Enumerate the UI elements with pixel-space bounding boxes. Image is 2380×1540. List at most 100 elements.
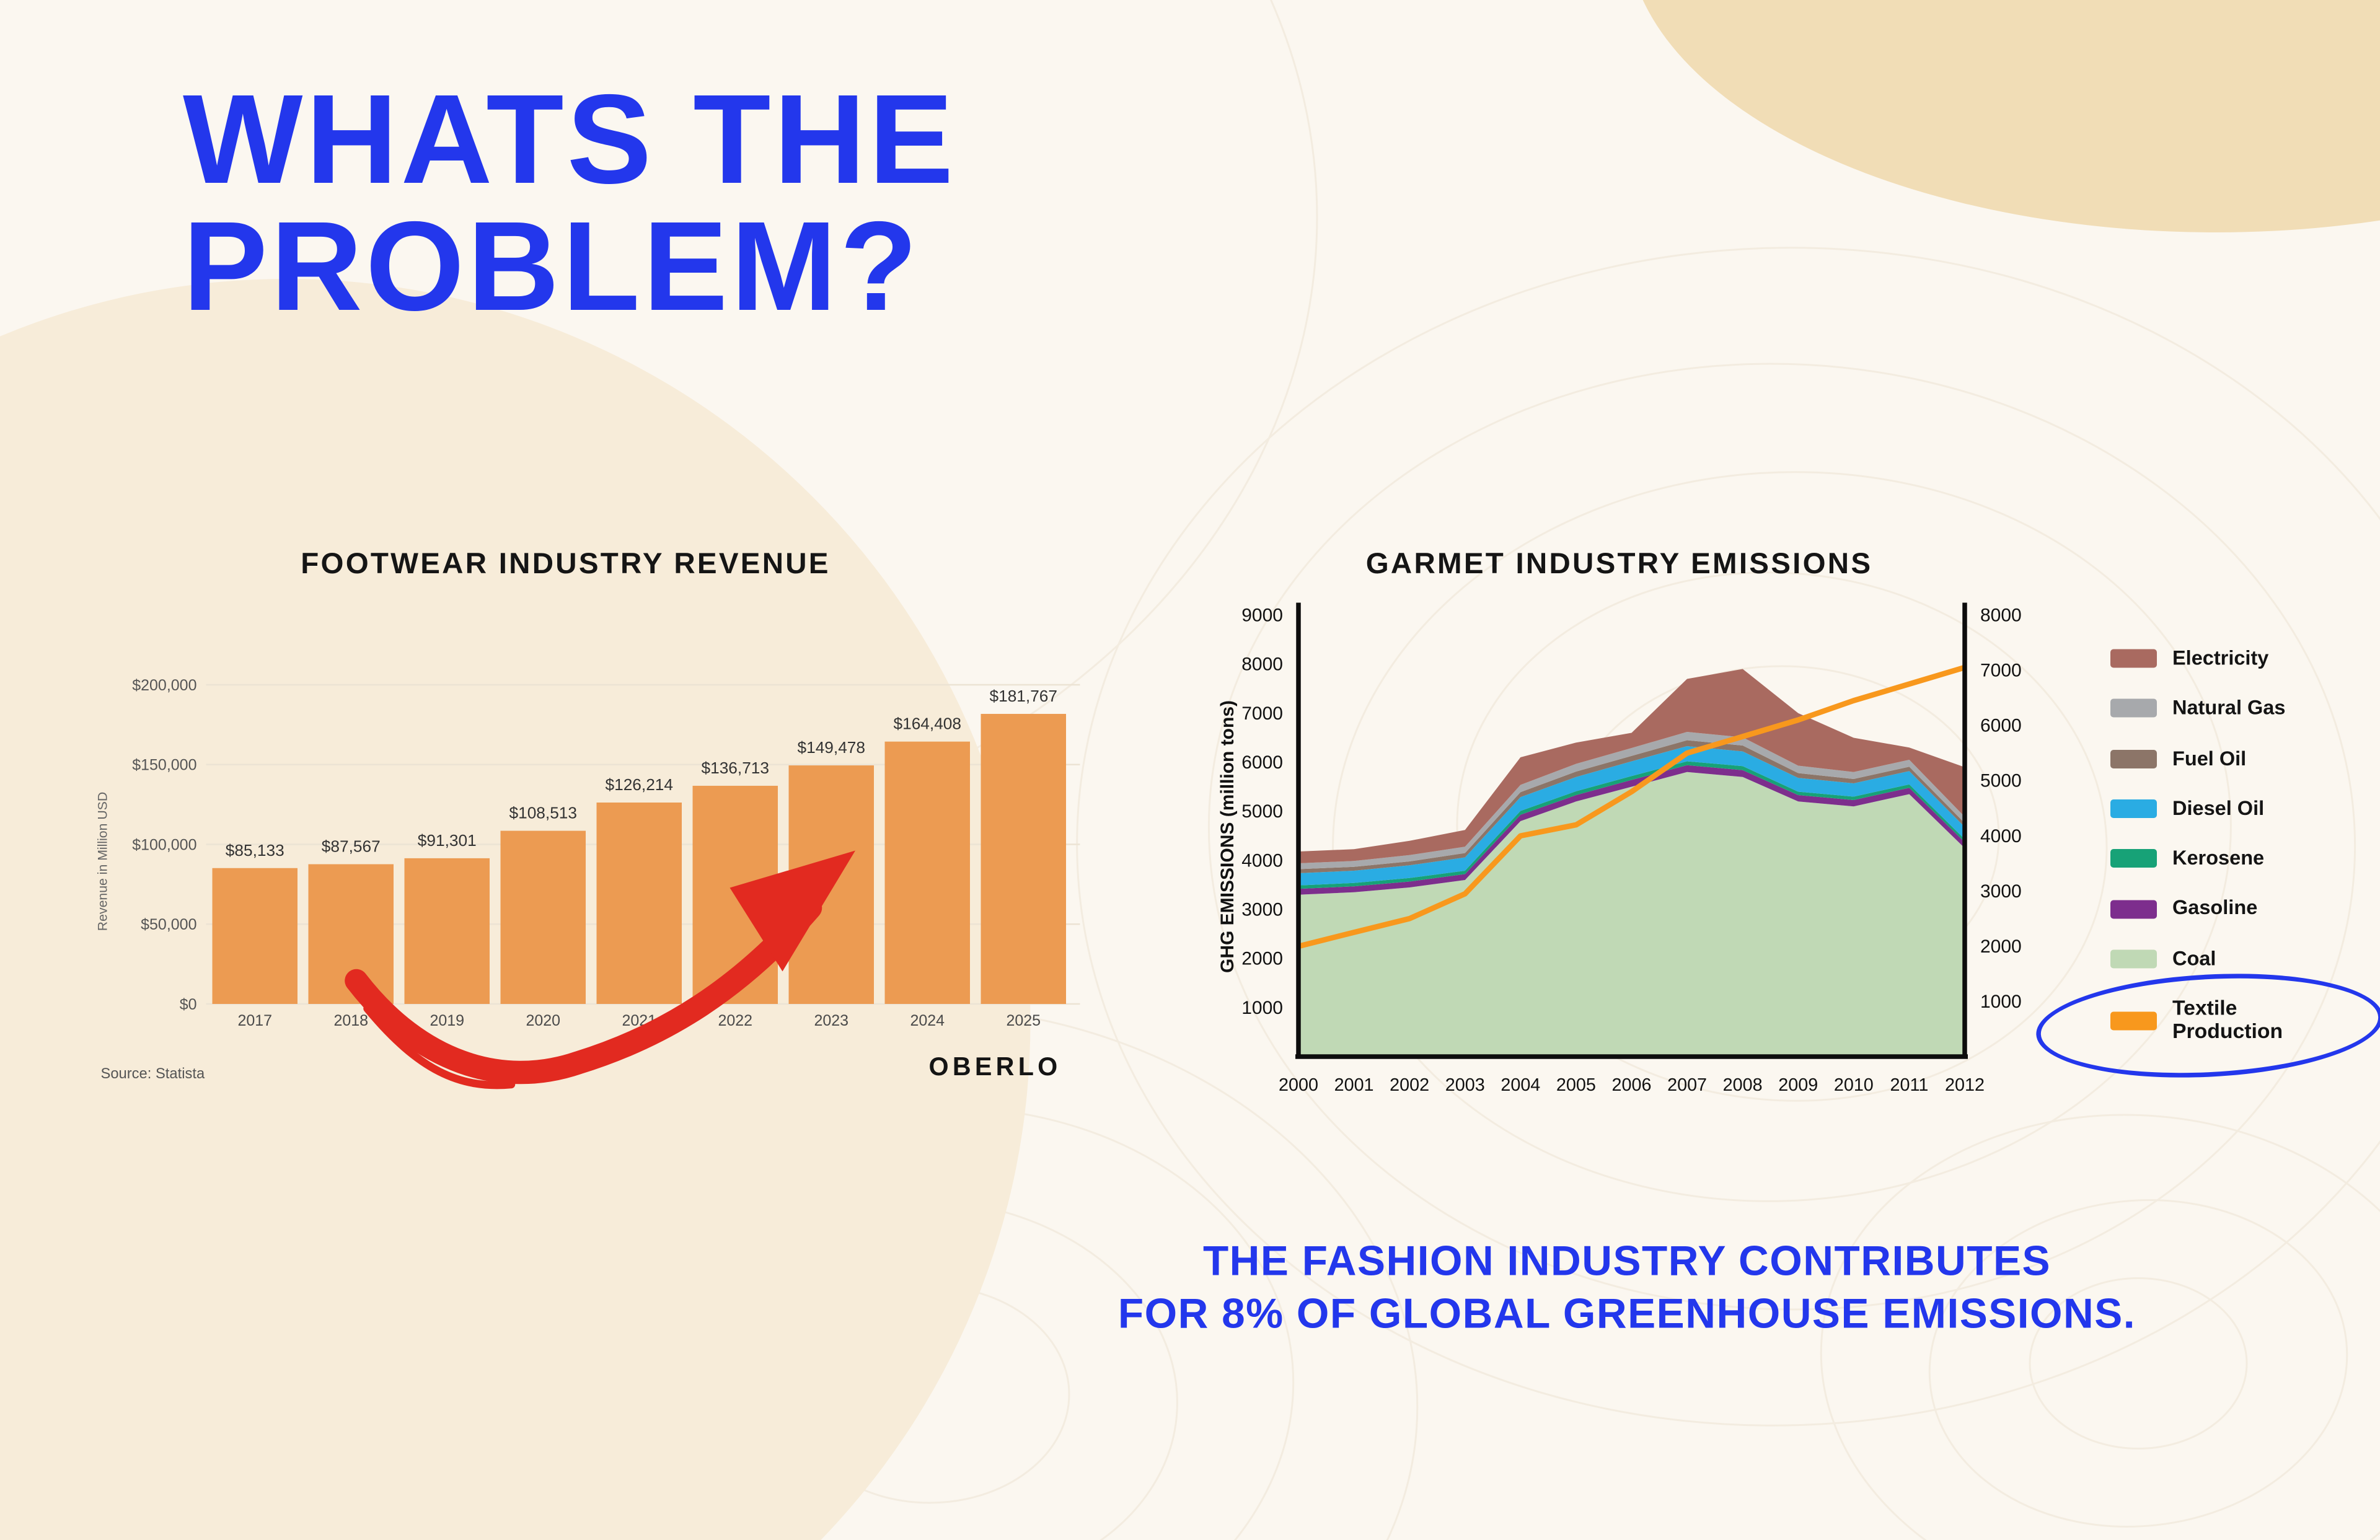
- x-tick-label: 2003: [1445, 1075, 1485, 1095]
- right-tick-label: 4000: [1980, 826, 2022, 847]
- y-tick-label: $0: [180, 996, 197, 1013]
- arrow-stroke: [345, 896, 822, 1085]
- legend-item-kerosene: Kerosene: [2110, 846, 2327, 870]
- arrow-thin-stroke: [363, 1005, 516, 1089]
- footwear-chart-title: FOOTWEAR INDUSTRY REVENUE: [301, 548, 831, 581]
- bar-value-label: $85,133: [226, 841, 284, 860]
- arrow-head: [729, 850, 855, 972]
- right-tick-label: 6000: [1980, 716, 2022, 736]
- highlight-circle: [2034, 966, 2380, 1086]
- corner-blob: [1642, 0, 2380, 232]
- bar: [981, 713, 1066, 1004]
- bar: [404, 858, 490, 1004]
- textile-production-swatch: [2110, 1011, 2157, 1031]
- caption: THE FASHION INDUSTRY CONTRIBUTES FOR 8% …: [821, 1236, 2380, 1341]
- legend-label: Gasoline: [2172, 896, 2258, 920]
- x-tick-label: 2005: [1556, 1075, 1596, 1095]
- caption-line-1: THE FASHION INDUSTRY CONTRIBUTES: [1202, 1238, 2052, 1285]
- natural-gas-swatch: [2110, 699, 2157, 718]
- legend-label: Coal: [2172, 946, 2216, 970]
- x-tick-label: 2020: [526, 1012, 560, 1029]
- x-tick-label: 2023: [814, 1012, 848, 1029]
- chart-legend: Electricity Natural Gas Fuel Oil Diesel Oil…: [2034, 646, 2380, 1086]
- source-note: Source: Statista: [100, 1066, 205, 1083]
- left-tick-label: 5000: [1241, 801, 1283, 822]
- left-tick-label: 6000: [1241, 752, 1283, 773]
- x-tick-label: 2004: [1501, 1075, 1540, 1095]
- gasoline-swatch: [2110, 899, 2157, 918]
- legend-label: Diesel Oil: [2172, 796, 2265, 820]
- page-title-line-1: WHATS THE: [183, 69, 957, 211]
- y-tick-label: $200,000: [132, 677, 196, 694]
- x-tick-label: 2025: [1006, 1012, 1041, 1029]
- x-tick-label: 2006: [1612, 1075, 1652, 1095]
- y-axis-title: Revenue in Million USD: [95, 792, 110, 931]
- right-tick-label: 8000: [1980, 605, 2022, 626]
- x-tick-label: 2009: [1778, 1075, 1818, 1095]
- x-tick-label: 2011: [1890, 1075, 1929, 1095]
- kerosene-swatch: [2110, 849, 2157, 868]
- x-tick-label: 2022: [718, 1012, 752, 1029]
- x-tick-label: 2019: [430, 1012, 464, 1029]
- growth-arrow: [345, 850, 855, 1089]
- bar-value-label: $149,478: [798, 738, 866, 757]
- left-tick-label: 2000: [1241, 949, 1283, 969]
- legend-label: Kerosene: [2172, 846, 2265, 869]
- bar-value-label: $126,214: [606, 775, 674, 794]
- area-series-natural-gas: [1298, 732, 1965, 869]
- y-tick-label: $100,000: [132, 836, 196, 853]
- left-tick-label: 3000: [1241, 900, 1283, 920]
- area-series-kerosene: [1298, 761, 1965, 889]
- textile-production-line: [1297, 664, 1966, 949]
- x-tick-label: 2008: [1723, 1075, 1763, 1095]
- right-tick-label: 3000: [1980, 881, 2022, 902]
- left-tick-label: 4000: [1241, 850, 1283, 871]
- coal-swatch: [2110, 949, 2157, 969]
- bar: [212, 868, 298, 1004]
- diesel-oil-swatch: [2110, 799, 2157, 819]
- legend-label: Natural Gas: [2172, 696, 2286, 719]
- y-tick-label: $50,000: [141, 916, 196, 933]
- bar: [884, 741, 970, 1004]
- x-tick-label: 2024: [910, 1012, 945, 1029]
- left-tick-label: 7000: [1241, 703, 1283, 724]
- fuel-oil-swatch: [2110, 749, 2157, 768]
- area-series-diesel-oil: [1298, 746, 1965, 886]
- area-chart-plot: 9000 8000 7000 6000 5000 4000 3000 2000 1000 8000…: [1217, 602, 2022, 1095]
- caption-line-2: FOR 8% OF GLOBAL GREENHOUSE EMISSIONS.: [1117, 1290, 2136, 1337]
- x-tick-label: 2017: [237, 1012, 272, 1029]
- bar: [596, 802, 682, 1004]
- x-tick-label: 2007: [1667, 1075, 1707, 1095]
- x-tick-label: 2012: [1945, 1075, 1985, 1095]
- bar-value-label: $87,567: [322, 837, 381, 856]
- emissions-chart-title: GARMET INDUSTRY EMISSIONS: [1365, 548, 1873, 581]
- legend-label: Textile Production: [2172, 996, 2283, 1043]
- area-series-coal: [1298, 772, 1965, 1057]
- y-tick-label: $150,000: [132, 757, 196, 774]
- brand-logo: OBERLO: [928, 1054, 1062, 1081]
- right-tick-label: 7000: [1980, 661, 2022, 681]
- bar-value-label: $136,713: [702, 759, 770, 777]
- page-title: WHATS THE PROBLEM?: [183, 77, 956, 332]
- right-tick-label: 1000: [1980, 992, 2022, 1012]
- legend-item-natural-gas: Natural Gas: [2110, 696, 2327, 720]
- legend-item-gasoline: Gasoline: [2110, 896, 2327, 920]
- right-tick-label: 5000: [1980, 771, 2022, 791]
- bar-value-label: $181,767: [990, 687, 1057, 705]
- area-series-fuel-oil: [1298, 740, 1965, 873]
- x-tick-label: 2002: [1390, 1075, 1429, 1095]
- x-tick-label: 2000: [1279, 1075, 1318, 1095]
- y-axis-title: GHG EMISSIONS (million tons): [1217, 700, 1238, 973]
- bar-value-label: $108,513: [509, 804, 578, 822]
- legend-item-coal: Coal: [2110, 946, 2327, 970]
- legend-item-fuel-oil: Fuel Oil: [2110, 746, 2327, 770]
- bar: [500, 830, 586, 1004]
- left-tick-label: 8000: [1241, 654, 1283, 675]
- legend-item-electricity: Electricity: [2110, 646, 2327, 670]
- legend-label: Electricity: [2172, 646, 2269, 669]
- bar-value-label: $164,408: [894, 715, 961, 733]
- legend-item-diesel-oil: Diesel Oil: [2110, 796, 2327, 820]
- x-tick-label: 2018: [333, 1012, 368, 1029]
